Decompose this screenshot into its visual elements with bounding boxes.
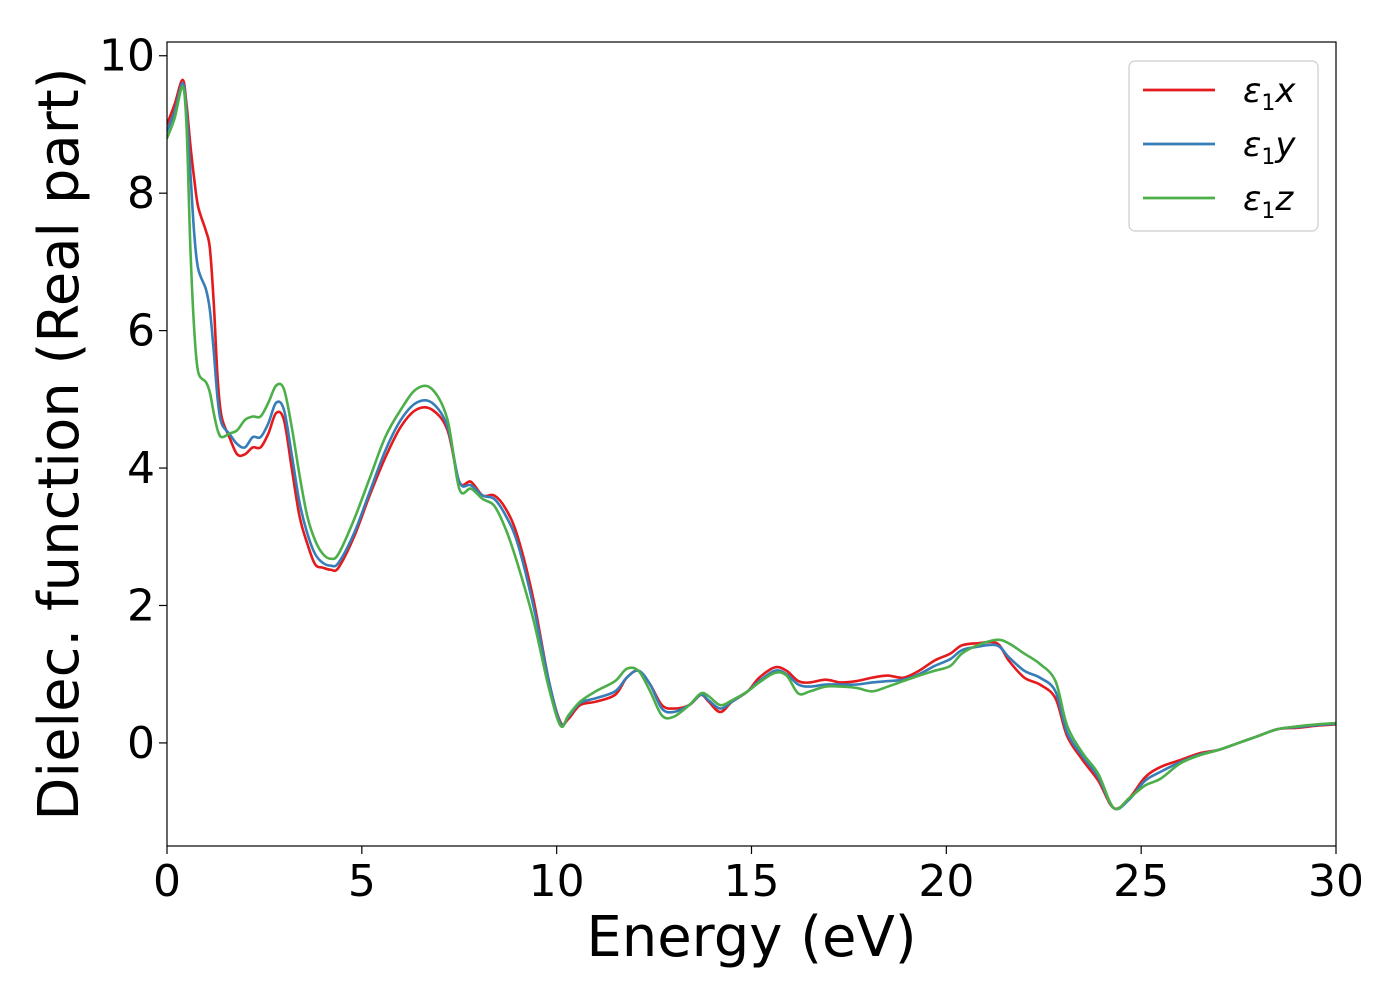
y-tick-label: 4 [127, 443, 155, 494]
legend-label-z: ε1z [1243, 179, 1294, 224]
y-tick-label: 8 [127, 168, 155, 219]
series-line-z [167, 85, 1336, 811]
y-tick-label: 6 [127, 306, 155, 357]
x-axis-label: Energy (eV) [586, 905, 916, 970]
x-tick-label: 25 [1113, 856, 1169, 907]
y-axis: 0 2 4 6 8 10 [99, 31, 167, 769]
x-tick-label: 15 [724, 856, 780, 907]
x-tick-label: 20 [918, 856, 974, 907]
y-tick-label: 0 [127, 718, 155, 769]
y-axis-label: Dielec. function (Real part) [27, 67, 92, 820]
y-tick-label: 10 [99, 31, 155, 82]
series-layer [167, 78, 1336, 811]
y-tick-label: 2 [127, 580, 155, 631]
x-tick-label: 10 [529, 856, 585, 907]
series-line-y [167, 81, 1336, 811]
x-axis: 0 5 10 15 20 25 30 [153, 846, 1364, 907]
legend-label-x: ε1x [1243, 71, 1296, 116]
x-tick-label: 0 [153, 856, 181, 907]
legend-box [1128, 60, 1319, 232]
legend: ε1x ε1y ε1z [1128, 60, 1319, 232]
x-tick-label: 30 [1308, 856, 1364, 907]
legend-label-y: ε1y [1243, 125, 1296, 170]
x-tick-label: 5 [348, 856, 376, 907]
